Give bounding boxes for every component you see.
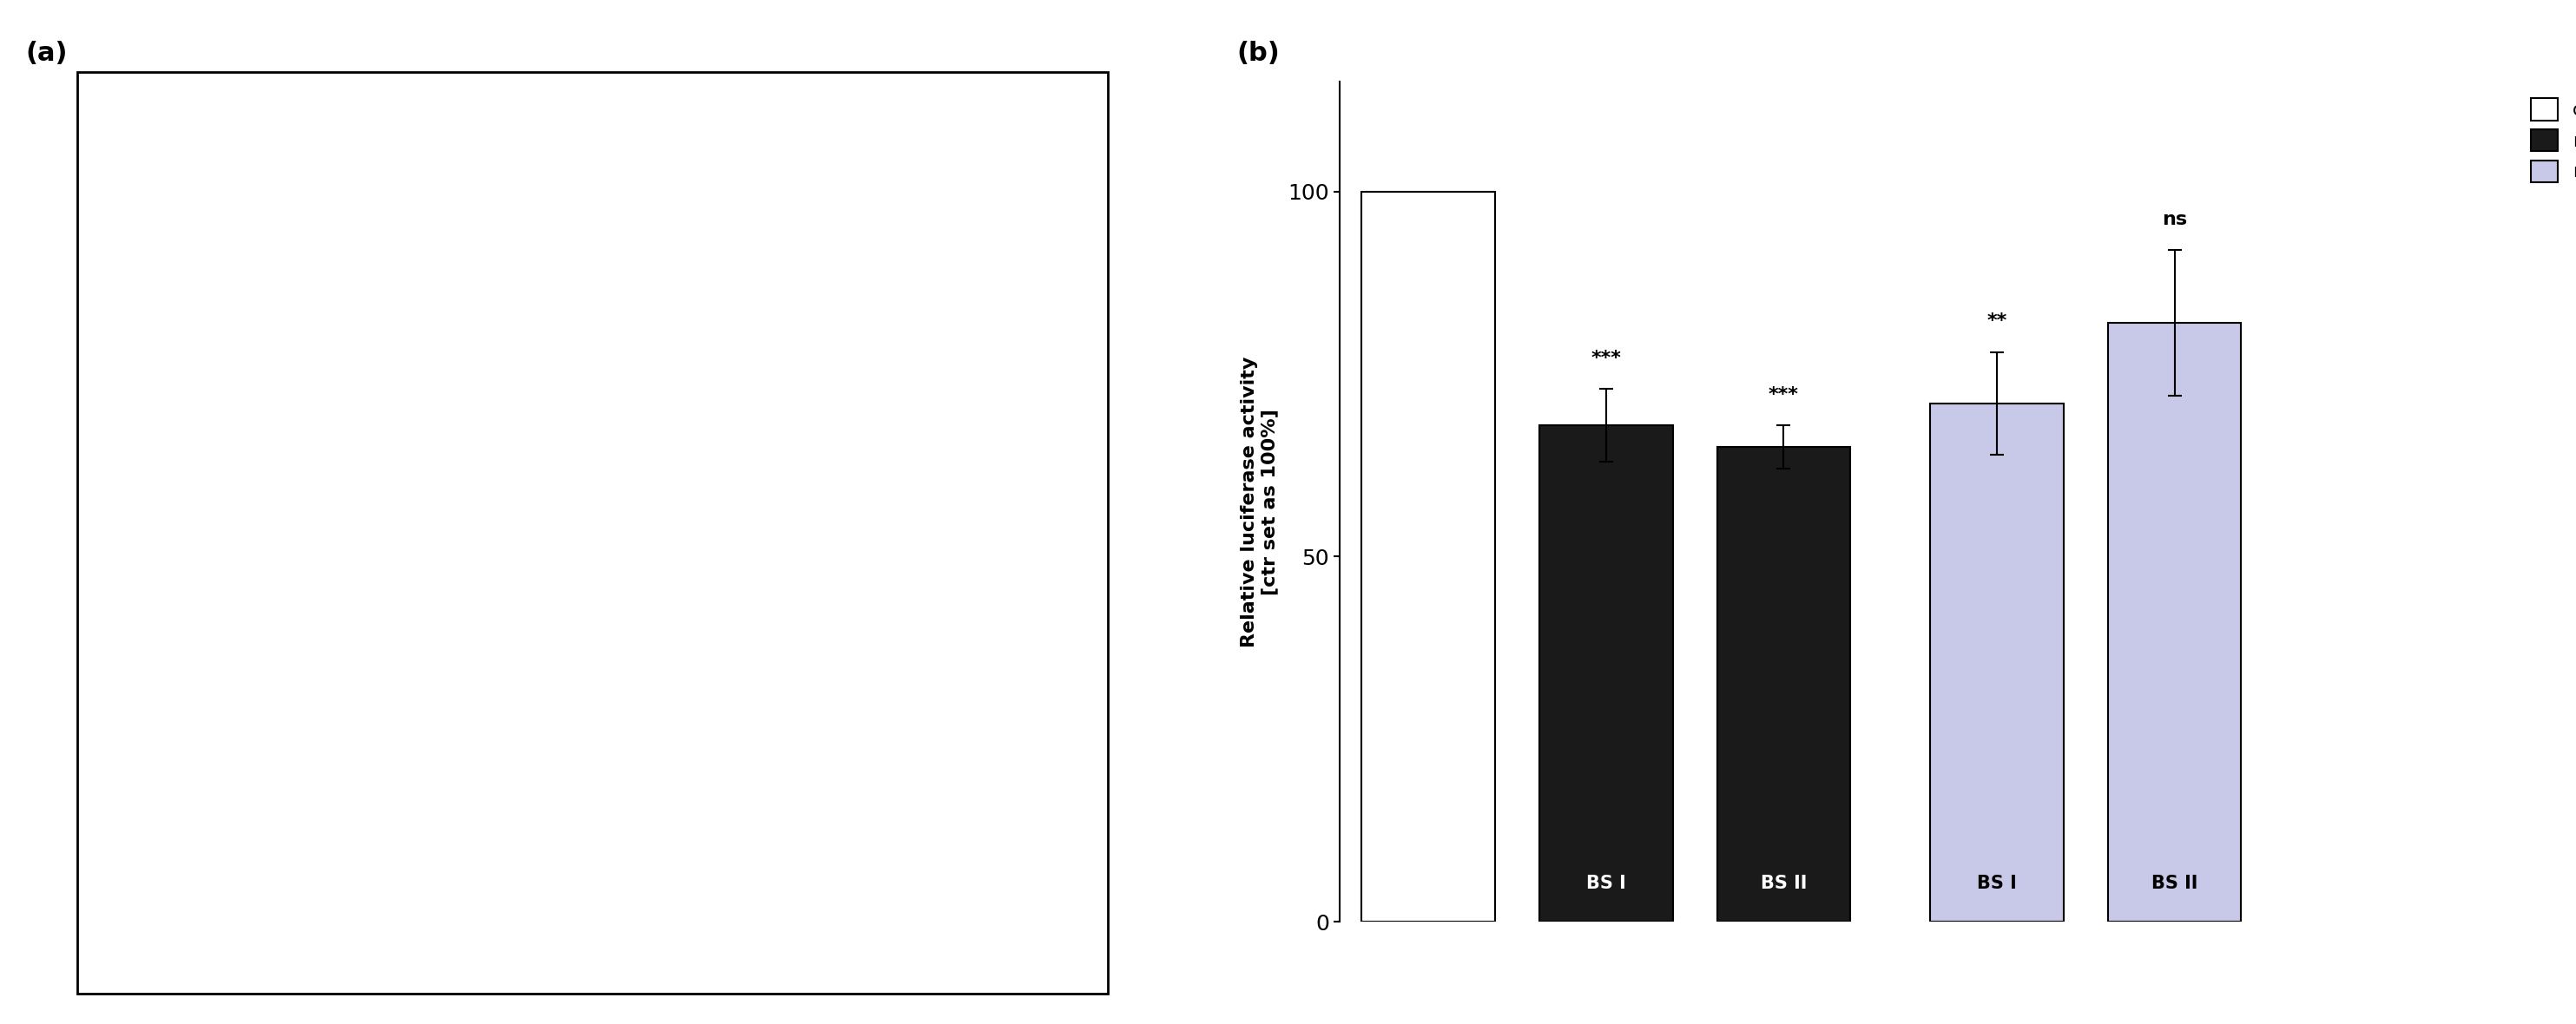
Text: **: ** <box>1986 312 2007 330</box>
Bar <box>1718 447 1850 922</box>
Text: |||||  |: ||||| | <box>464 380 598 397</box>
Text: miR-138: miR-138 <box>113 306 209 327</box>
Text: WT BS II: WT BS II <box>113 612 209 633</box>
Text: miR-138: miR-138 <box>113 757 209 777</box>
Legend: ctr, mIR138, miR138: ctr, mIR138, miR138 <box>2524 91 2576 189</box>
Bar <box>1929 403 2063 922</box>
Text: |  |: | | <box>464 830 690 848</box>
Text: ***: *** <box>1592 349 1620 367</box>
Text: ***: *** <box>1770 386 1798 403</box>
Text: 3’...UAAGUGUUGUGGUCGA: 3’...UAAGUGUUGUGGUCGA <box>464 307 708 325</box>
Text: BS II: BS II <box>1759 876 1806 892</box>
Text: WT BS I: WT BS I <box>113 162 201 182</box>
Text: BS I: BS I <box>1976 876 2017 892</box>
Text: 5’...UCUUCAU---CACCAGCA...3’: 5’...UCUUCAU---CACCAGCA...3’ <box>464 164 791 180</box>
Bar <box>1540 425 1672 922</box>
Text: |||||    ||||||||: ||||| |||||||| <box>464 236 690 253</box>
Text: BS II: BS II <box>2151 876 2197 892</box>
Text: Mut BS I: Mut BS I <box>113 450 211 471</box>
Bar <box>2107 323 2241 922</box>
Text: ns: ns <box>2161 211 2187 228</box>
Y-axis label: Relative luciferase activity
[ctr set as 100%]: Relative luciferase activity [ctr set as… <box>1242 356 1278 647</box>
Text: BS I: BS I <box>1587 876 1625 892</box>
Text: ||||||||: |||||||| <box>464 686 729 703</box>
Text: 5’...-----------------GT  CGACAA...3’: 5’...-----------------GT CGACAA...3’ <box>464 902 894 920</box>
Text: 3’...UAAGUGUUGUGGUCGA: 3’...UAAGUGUUGUGGUCGA <box>464 758 708 775</box>
Text: Mut BS II: Mut BS II <box>113 900 219 922</box>
Text: 5’...-----------------CAC CAGCA...3’: 5’...-----------------CAC CAGCA...3’ <box>464 614 884 631</box>
Text: 5’...UCUUCAU---GTCGACAA...3’: 5’...UCUUCAU---GTCGACAA...3’ <box>464 452 791 469</box>
Text: (a): (a) <box>26 41 67 67</box>
Bar <box>1363 191 1494 922</box>
Text: (b): (b) <box>1236 41 1280 67</box>
